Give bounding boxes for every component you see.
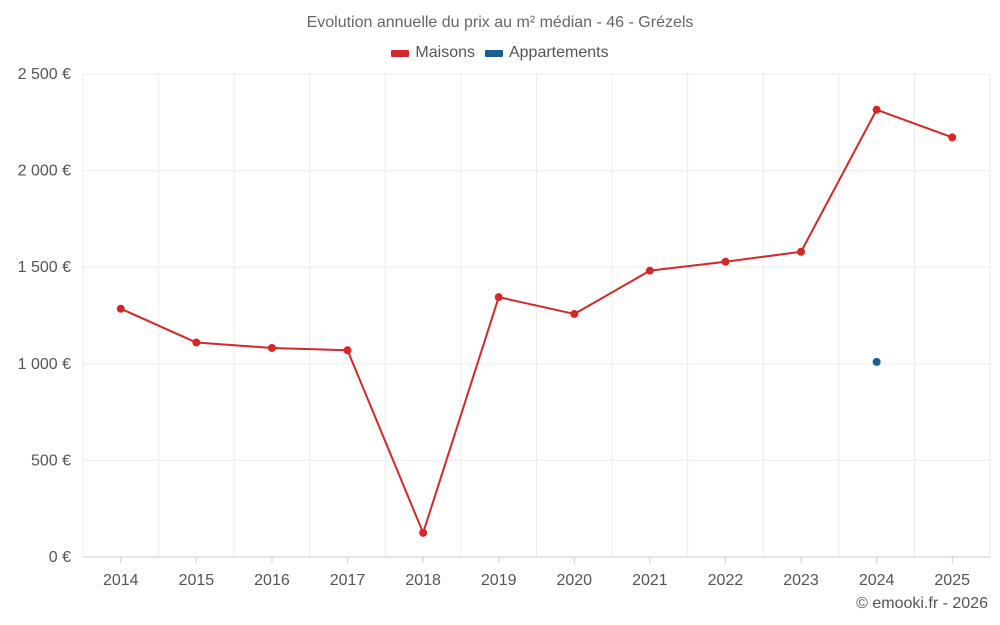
x-tick-label: 2014 [103, 572, 139, 589]
y-tick-label: 500 € [31, 452, 71, 469]
data-point-maisons [797, 247, 806, 256]
data-point-maisons [192, 338, 201, 347]
x-tick-label: 2017 [330, 572, 366, 589]
x-tick-label: 2022 [708, 572, 744, 589]
x-tick-label: 2023 [783, 572, 819, 589]
legend-swatch-maisons [391, 49, 410, 57]
data-point-maisons [948, 133, 957, 142]
legend-label-maisons: Maisons [415, 44, 475, 61]
data-point-maisons [721, 257, 730, 266]
credit-text: © emooki.fr - 2026 [856, 595, 988, 612]
data-point-maisons [419, 528, 428, 537]
legend-label-appartements: Appartements [508, 44, 609, 61]
data-point-maisons [116, 304, 125, 313]
data-point-maisons [494, 293, 503, 302]
x-tick-label: 2016 [254, 572, 290, 589]
x-tick-label: 2025 [934, 572, 970, 589]
data-point-maisons [645, 266, 654, 275]
data-point-appartements [872, 357, 881, 366]
data-point-maisons [570, 309, 579, 318]
data-point-maisons [267, 343, 276, 352]
y-tick-label: 2 000 € [18, 163, 71, 180]
data-point-maisons [872, 105, 881, 114]
x-tick-label: 2018 [405, 572, 441, 589]
data-point-maisons [343, 346, 352, 355]
y-tick-label: 1 500 € [18, 259, 71, 276]
y-tick-label: 2 500 € [18, 66, 71, 83]
y-tick-label: 1 000 € [18, 356, 71, 373]
legend: Maisons Appartements [0, 44, 1000, 62]
legend-swatch-appartements [484, 49, 503, 57]
series-line-maisons [120, 108, 953, 534]
x-tick-label: 2020 [556, 572, 592, 589]
legend-item-appartements[interactable]: Appartements [484, 44, 609, 62]
legend-item-maisons[interactable]: Maisons [391, 44, 475, 62]
x-tick-label: 2015 [179, 572, 215, 589]
y-tick-label: 0 € [49, 549, 71, 566]
x-tick-label: 2019 [481, 572, 517, 589]
x-tick-label: 2024 [859, 572, 895, 589]
chart-title: Evolution annuelle du prix au m² médian … [306, 14, 694, 31]
x-tick-label: 2021 [632, 572, 668, 589]
